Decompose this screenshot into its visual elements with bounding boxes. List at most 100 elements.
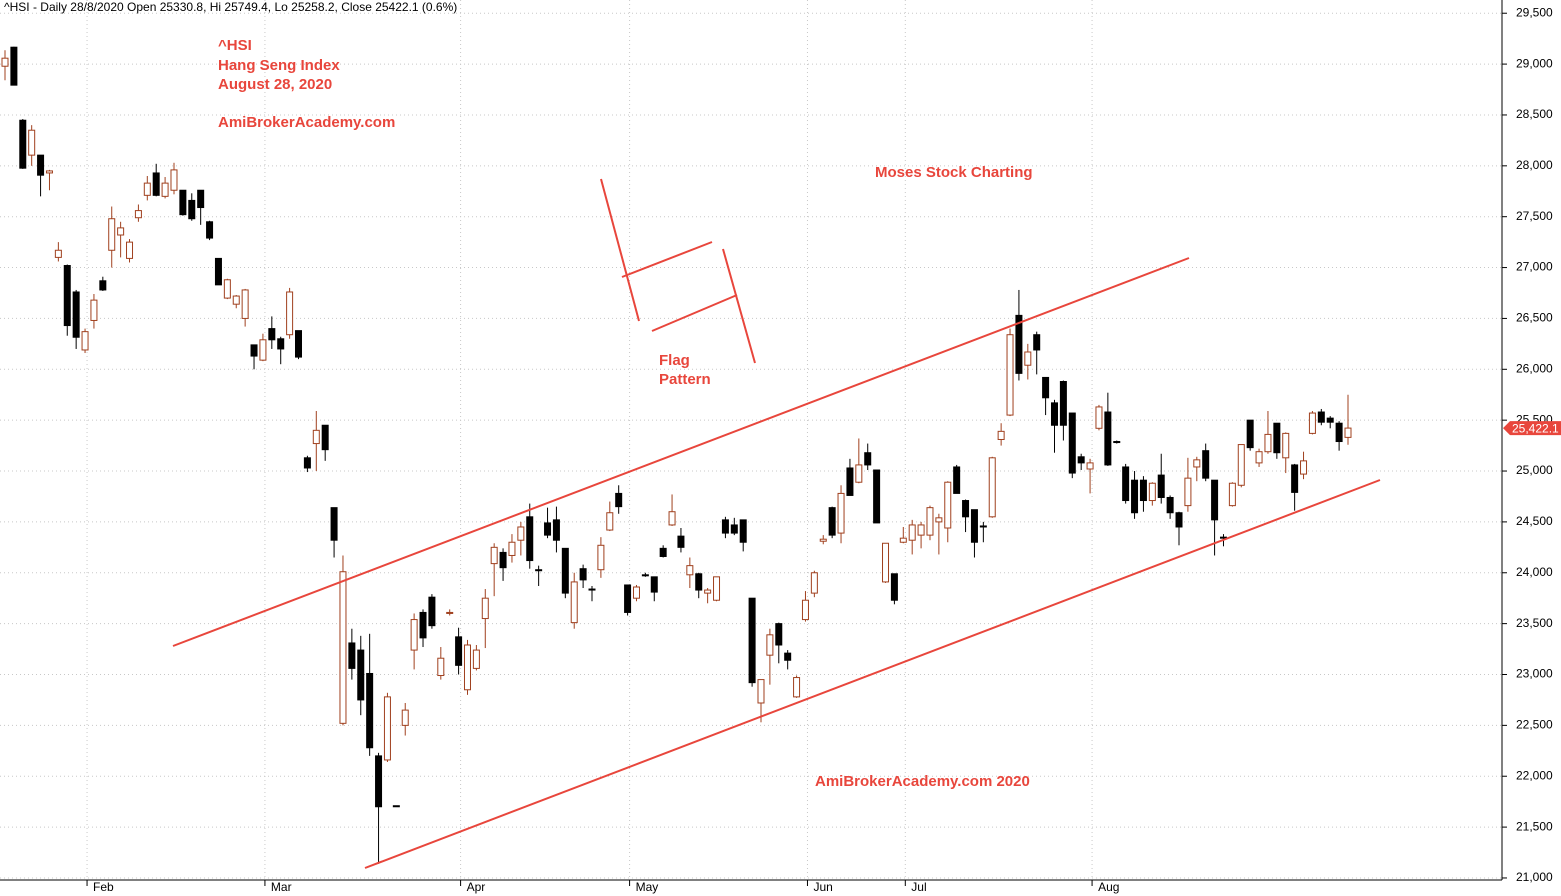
candle-body (917, 524, 925, 536)
x-tick-label: Apr (467, 880, 486, 894)
candle-body (508, 541, 516, 556)
candle-body (117, 227, 125, 236)
candle-body (899, 537, 907, 543)
candle-body (650, 576, 658, 593)
lower-trendline (364, 479, 1381, 869)
candle-body (126, 241, 134, 259)
candle-body (1042, 376, 1050, 399)
candle-body (739, 519, 747, 543)
y-tick-label: 26,000 (1516, 361, 1553, 375)
candle-body (1237, 444, 1245, 486)
candle-body (1193, 459, 1201, 468)
drawn-lines (172, 178, 1381, 869)
candle-body (286, 291, 294, 336)
candle-body (793, 677, 801, 698)
candle-body (419, 611, 427, 639)
candle-body (1077, 456, 1085, 464)
candle-body (45, 170, 53, 174)
candle-body (366, 672, 374, 749)
candle-body (828, 507, 836, 536)
candle-body (1264, 433, 1272, 453)
candle-body (864, 452, 872, 466)
x-tick-label: Aug (1098, 880, 1119, 894)
candle-body (170, 169, 178, 191)
candle-body (1255, 451, 1263, 464)
candle-body (535, 569, 543, 572)
candle-body (1024, 351, 1032, 366)
candle-body (1228, 482, 1236, 507)
candle-body (1326, 417, 1334, 423)
candle-body (1344, 427, 1352, 438)
candle-body (962, 500, 970, 518)
candle-body (686, 565, 694, 576)
candle-body (490, 546, 498, 565)
candle-body (713, 576, 721, 601)
candle-body (695, 573, 703, 591)
candle-body (926, 507, 934, 536)
candle-body (801, 599, 809, 621)
y-tick-label: 21,000 (1516, 870, 1553, 884)
candle-body (99, 280, 107, 291)
candle-body (63, 265, 71, 327)
candle-body (855, 464, 863, 483)
y-tick-label: 24,000 (1516, 565, 1553, 579)
candle-body (295, 330, 303, 358)
candle-body (108, 218, 116, 251)
candle-body (1184, 477, 1192, 507)
candle-body (206, 221, 214, 239)
candle-body (632, 586, 640, 599)
candle-body (570, 581, 578, 624)
candle-body (579, 568, 587, 581)
candle-body (54, 249, 62, 258)
candle-body (1104, 411, 1112, 466)
candle-body (348, 642, 356, 669)
candle-body (953, 466, 961, 494)
candle-body (988, 457, 996, 518)
candle-body (392, 805, 400, 808)
candle-body (624, 584, 632, 613)
candle-body (1059, 381, 1067, 426)
annotation: Hang Seng Index (218, 57, 340, 74)
candle-body (1095, 406, 1103, 429)
candle-body (1291, 464, 1299, 493)
candle-body (499, 551, 507, 569)
candle-body (330, 507, 338, 541)
candle-body (321, 424, 329, 451)
candle-body (223, 279, 231, 299)
candle-body (1131, 479, 1139, 514)
flag-sketch (651, 294, 738, 332)
candle-body (81, 331, 89, 351)
candle-body (463, 644, 471, 691)
candle-body (526, 516, 534, 562)
y-tick-label: 28,500 (1516, 107, 1553, 121)
candle-body (401, 709, 409, 726)
y-tick-label: 27,500 (1516, 209, 1553, 223)
candle-body (1308, 412, 1316, 434)
candle-body (1166, 496, 1174, 514)
candle-body (259, 339, 267, 361)
candle-body (161, 182, 169, 197)
candle-body (446, 611, 454, 614)
x-tick-label: May (636, 880, 659, 894)
candle-body (1086, 462, 1094, 470)
candle-body (1157, 474, 1165, 498)
candle-body (766, 634, 774, 656)
candle-body (1273, 422, 1281, 454)
y-tick-label: 29,000 (1516, 56, 1553, 70)
candle-body (606, 512, 614, 531)
candle-body (873, 469, 881, 524)
y-tick-label: 25,000 (1516, 463, 1553, 477)
candle-body (1122, 466, 1130, 502)
candle-body (552, 519, 560, 541)
candle-body (1033, 334, 1041, 351)
candle-body (757, 679, 765, 704)
candle-body (615, 492, 623, 508)
y-tick-label: 22,000 (1516, 768, 1553, 782)
x-tick-label: Mar (271, 880, 292, 894)
candle-body (561, 547, 569, 594)
candle-body (810, 572, 818, 594)
candle-body (1246, 419, 1254, 449)
candle-body (935, 517, 943, 523)
candle-body (1300, 460, 1308, 475)
